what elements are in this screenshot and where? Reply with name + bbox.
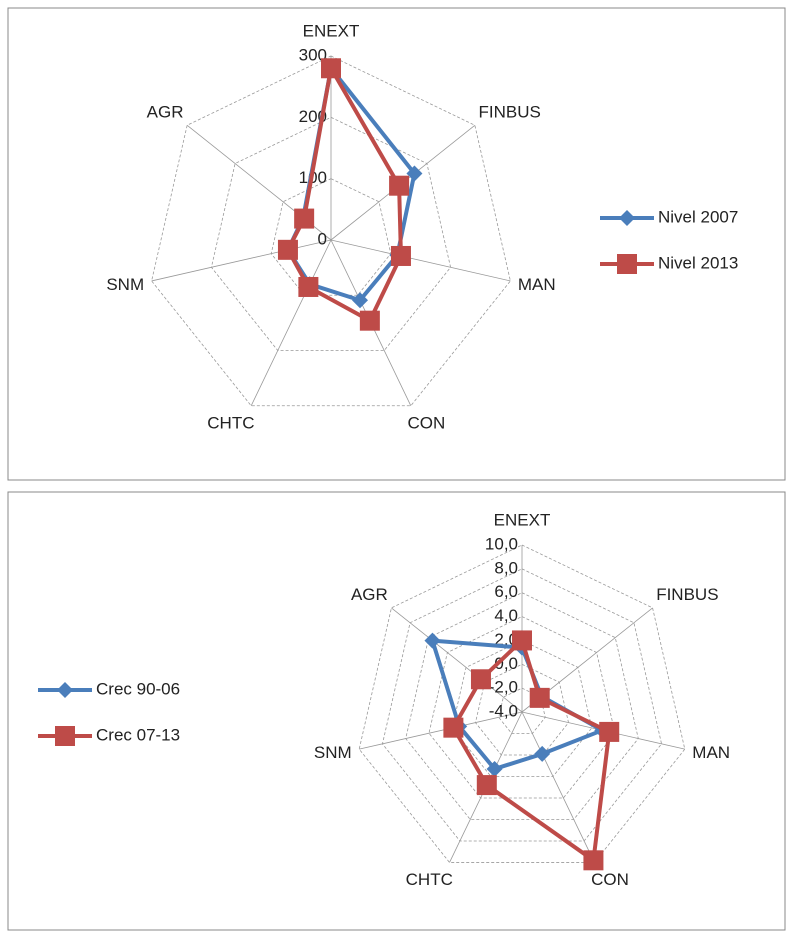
chart-frame (7, 7, 786, 481)
category-label: SNM (106, 275, 144, 294)
data-point (390, 245, 411, 266)
data-point (277, 239, 298, 260)
legend-label: Nivel 2007 (658, 207, 738, 226)
tick-label: 8,0 (494, 558, 518, 577)
data-point (529, 687, 550, 708)
data-point (534, 745, 551, 762)
spoke (391, 607, 523, 713)
tick-label: -4,0 (489, 701, 518, 720)
data-point (486, 760, 503, 777)
tick-label: 4,0 (494, 606, 518, 625)
grid-ring (498, 687, 546, 734)
data-point (321, 58, 341, 79)
tick-label: 6,0 (494, 582, 518, 601)
category-label: CON (408, 413, 446, 432)
data-point (599, 721, 620, 742)
category-label: ENEXT (303, 21, 360, 40)
data-point (352, 292, 369, 309)
grid-ring (151, 55, 511, 407)
legend-marker (617, 254, 637, 274)
spoke (151, 239, 332, 282)
legend-marker (57, 682, 73, 698)
category-label: ENEXT (494, 510, 551, 529)
spoke (330, 239, 511, 282)
data-point (470, 669, 491, 690)
category-label: CHTC (406, 870, 453, 889)
category-label: MAN (692, 743, 730, 762)
category-label: AGR (351, 585, 388, 604)
grid-ring (270, 178, 392, 296)
legend-marker (619, 210, 635, 226)
data-point (294, 208, 315, 229)
grid-ring (428, 616, 616, 799)
data-point (443, 717, 464, 738)
category-label: FINBUS (478, 102, 540, 121)
category-label: FINBUS (656, 585, 718, 604)
category-label: CHTC (207, 413, 254, 432)
data-point (583, 850, 604, 871)
category-label: AGR (147, 102, 184, 121)
legend-label: Crec 07-13 (96, 725, 180, 744)
grid-ring (405, 592, 639, 820)
spoke (359, 711, 523, 750)
tick-label: 300 (299, 45, 327, 64)
data-point (406, 165, 423, 182)
grid-ring (210, 116, 452, 351)
category-label: SNM (314, 743, 352, 762)
data-point (359, 310, 380, 331)
legend-marker (55, 726, 75, 746)
spoke (521, 711, 595, 863)
data-point (476, 775, 497, 796)
tick-label: 10,0 (485, 534, 518, 553)
data-point (389, 175, 410, 196)
legend-label: Crec 90-06 (96, 679, 180, 698)
category-label: MAN (518, 275, 556, 294)
tick-label: -2,0 (489, 678, 518, 697)
spoke (250, 239, 332, 406)
grid-ring (358, 544, 686, 863)
data-point (424, 632, 441, 649)
legend-label: Nivel 2013 (658, 253, 738, 272)
chart-frame (7, 491, 786, 931)
data-point (298, 276, 319, 297)
grid-ring (451, 639, 593, 777)
category-label: CON (591, 870, 629, 889)
tick-label: 0 (318, 229, 327, 248)
data-point (512, 630, 532, 651)
